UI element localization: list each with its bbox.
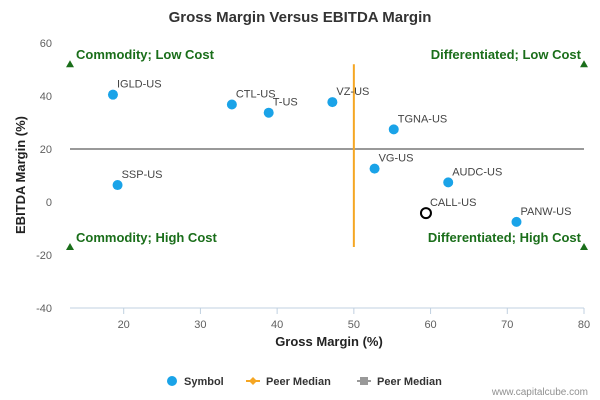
x-tick-label: 20 bbox=[118, 319, 130, 331]
y-tick-label: 20 bbox=[40, 144, 52, 156]
quadrant-marker-triangle bbox=[66, 243, 74, 251]
legend-diamond-icon bbox=[249, 377, 257, 385]
data-point[interactable] bbox=[511, 216, 522, 227]
y-tick-label: 0 bbox=[46, 197, 52, 209]
quadrant-label: Differentiated; High Cost bbox=[428, 230, 582, 245]
y-tick-label: 40 bbox=[40, 91, 52, 103]
data-point[interactable] bbox=[369, 163, 380, 174]
legend-label[interactable]: Peer Median bbox=[377, 376, 442, 388]
data-point[interactable] bbox=[388, 124, 399, 135]
data-point[interactable] bbox=[263, 107, 274, 118]
chart-title: Gross Margin Versus EBITDA Margin bbox=[169, 9, 432, 26]
quadrant-label: Differentiated; Low Cost bbox=[431, 47, 582, 62]
data-point-highlight[interactable] bbox=[419, 207, 432, 220]
y-tick-label: -20 bbox=[36, 250, 52, 262]
data-point-label: AUDC-US bbox=[452, 166, 502, 178]
data-point-label: CALL-US bbox=[430, 197, 476, 209]
credit-text[interactable]: www.capitalcube.com bbox=[491, 387, 588, 398]
data-point[interactable] bbox=[327, 97, 338, 108]
data-point-label: VZ-US bbox=[336, 86, 369, 98]
quadrant-label: Commodity; Low Cost bbox=[76, 47, 215, 62]
data-point[interactable] bbox=[107, 89, 118, 100]
y-axis-ticks: -40 -20 0 20 40 60 bbox=[36, 38, 52, 315]
data-point[interactable] bbox=[443, 177, 454, 188]
y-tick-label: -40 bbox=[36, 303, 52, 315]
x-tick-label: 70 bbox=[501, 319, 513, 331]
legend-square-icon bbox=[360, 377, 368, 385]
quadrant-label: Commodity; High Cost bbox=[76, 230, 217, 245]
legend[interactable]: Symbol Peer Median Peer Median bbox=[167, 376, 442, 388]
data-point[interactable] bbox=[112, 180, 123, 191]
data-point[interactable] bbox=[226, 99, 237, 110]
peer-median-lines bbox=[70, 64, 584, 248]
data-point-label: T-US bbox=[273, 97, 298, 109]
x-tick-label: 50 bbox=[348, 319, 360, 331]
data-point-label: VG-US bbox=[379, 153, 414, 165]
quadrant-marker-triangle bbox=[580, 243, 588, 251]
data-point-label: TGNA-US bbox=[398, 113, 448, 125]
data-point-label: IGLD-US bbox=[117, 79, 162, 91]
x-axis-title: Gross Margin (%) bbox=[275, 334, 383, 349]
y-axis-title: EBITDA Margin (%) bbox=[13, 116, 28, 234]
data-point-label: SSP-US bbox=[122, 169, 163, 181]
x-tick-label: 30 bbox=[194, 319, 206, 331]
legend-label[interactable]: Symbol bbox=[184, 376, 224, 388]
x-tick-label: 40 bbox=[271, 319, 283, 331]
x-tick-label: 60 bbox=[424, 319, 436, 331]
data-point-label: PANW-US bbox=[520, 206, 571, 218]
quadrant-marker-triangle bbox=[66, 60, 74, 68]
x-tick-label: 80 bbox=[578, 319, 590, 331]
x-axis-ticks: 20 30 40 50 60 70 80 bbox=[118, 308, 590, 331]
legend-symbol-circle-icon bbox=[167, 376, 177, 386]
data-point-label: CTL-US bbox=[236, 88, 276, 100]
y-tick-label: 60 bbox=[40, 38, 52, 50]
quadrant-labels: Commodity; Low Cost Differentiated; Low C… bbox=[66, 47, 588, 251]
data-points: IGLD-US CTL-UST-US VZ-US TGNA-US VG-US SSP-US… bbox=[107, 79, 571, 227]
quadrant-marker-triangle bbox=[580, 60, 588, 68]
legend-label[interactable]: Peer Median bbox=[266, 376, 331, 388]
